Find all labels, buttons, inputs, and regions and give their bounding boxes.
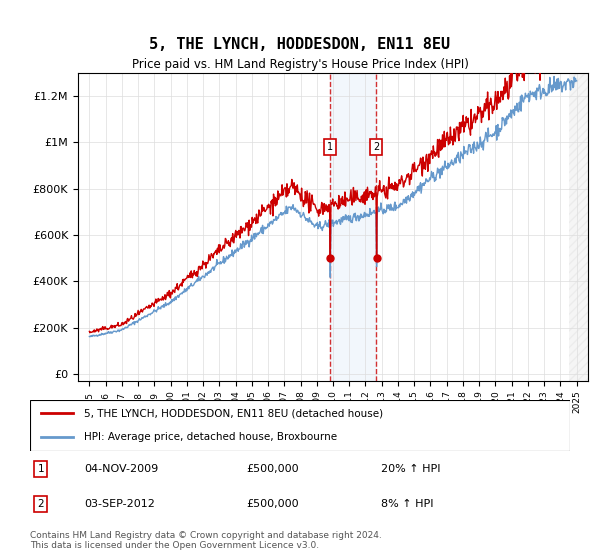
Text: 1: 1 xyxy=(328,142,334,152)
Text: Price paid vs. HM Land Registry's House Price Index (HPI): Price paid vs. HM Land Registry's House … xyxy=(131,58,469,71)
Bar xyxy=(331,73,376,381)
Text: 8% ↑ HPI: 8% ↑ HPI xyxy=(381,499,433,509)
Text: 2: 2 xyxy=(37,499,44,509)
FancyBboxPatch shape xyxy=(30,400,570,451)
Text: £500,000: £500,000 xyxy=(246,464,299,474)
Text: Contains HM Land Registry data © Crown copyright and database right 2024.
This d: Contains HM Land Registry data © Crown c… xyxy=(30,531,382,550)
Text: 04-NOV-2009: 04-NOV-2009 xyxy=(84,464,158,474)
Text: 1: 1 xyxy=(37,464,44,474)
Text: 20% ↑ HPI: 20% ↑ HPI xyxy=(381,464,440,474)
Bar xyxy=(569,73,588,381)
Text: £500,000: £500,000 xyxy=(246,499,299,509)
Text: 5, THE LYNCH, HODDESDON, EN11 8EU: 5, THE LYNCH, HODDESDON, EN11 8EU xyxy=(149,38,451,52)
Text: HPI: Average price, detached house, Broxbourne: HPI: Average price, detached house, Brox… xyxy=(84,432,337,442)
Text: 03-SEP-2012: 03-SEP-2012 xyxy=(84,499,155,509)
Text: 5, THE LYNCH, HODDESDON, EN11 8EU (detached house): 5, THE LYNCH, HODDESDON, EN11 8EU (detac… xyxy=(84,408,383,418)
Text: 2: 2 xyxy=(373,142,379,152)
